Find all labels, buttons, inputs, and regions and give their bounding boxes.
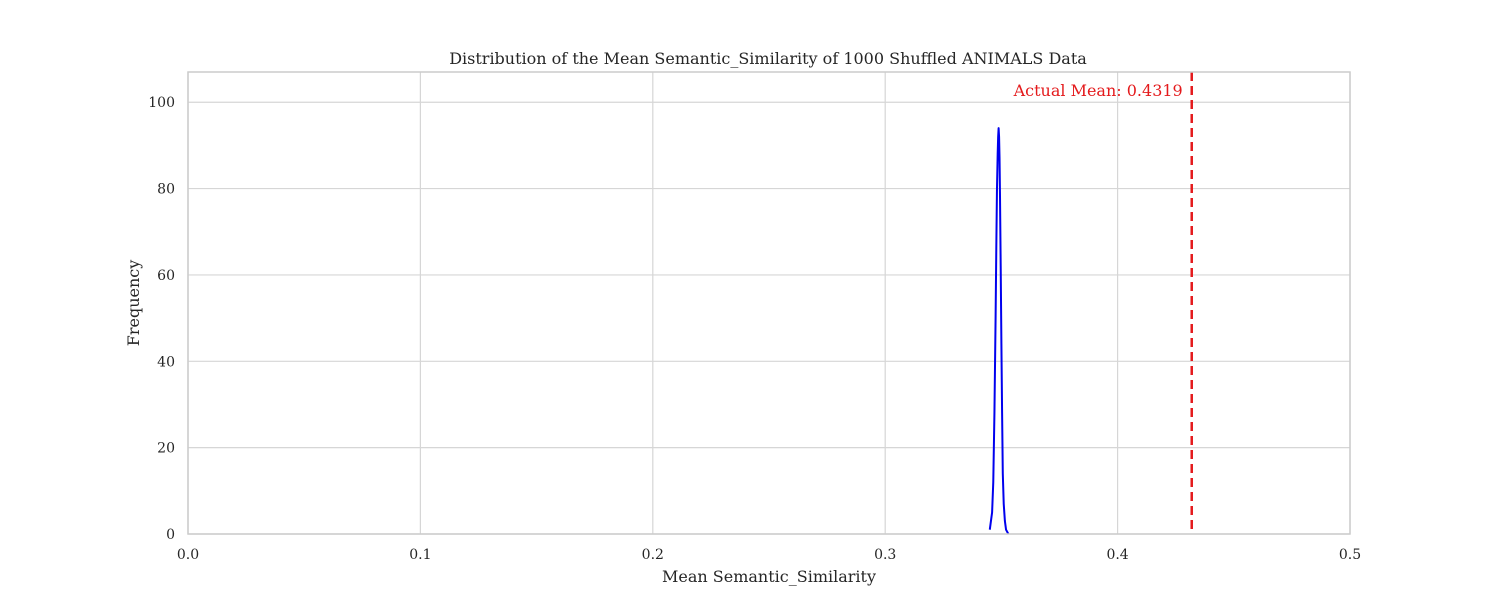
y-tick-label: 100 xyxy=(148,95,175,111)
kde-line xyxy=(988,127,1010,535)
x-tick-label: 0.0 xyxy=(177,547,199,563)
x-tick-label: 0.2 xyxy=(642,547,664,563)
tick-labels: 0.0 0.1 0.2 0.3 0.4 0.5 0 20 40 60 80 100 xyxy=(148,95,1361,563)
y-tick-label: 60 xyxy=(157,268,175,284)
x-axis-label: Mean Semantic_Similarity xyxy=(662,567,876,586)
x-tick-label: 0.4 xyxy=(1106,547,1128,563)
plot-frame xyxy=(187,71,1351,535)
x-tick-label: 0.3 xyxy=(874,547,896,563)
y-tick-label: 80 xyxy=(157,182,175,198)
y-tick-label: 40 xyxy=(157,354,175,370)
chart-title: Distribution of the Mean Semantic_Simila… xyxy=(449,49,1087,68)
y-tick-label: 0 xyxy=(166,527,175,543)
actual-mean-label: Actual Mean: 0.4319 xyxy=(1013,81,1183,100)
x-tick-label: 0.5 xyxy=(1339,547,1361,563)
annotation-layer: Actual Mean: 0.4319 xyxy=(1013,72,1193,534)
x-tick-label: 0.1 xyxy=(409,547,431,563)
y-axis-label: Frequency xyxy=(124,260,143,347)
series-layer xyxy=(988,127,1010,535)
y-tick-label: 20 xyxy=(157,441,175,457)
grid xyxy=(187,72,1351,535)
